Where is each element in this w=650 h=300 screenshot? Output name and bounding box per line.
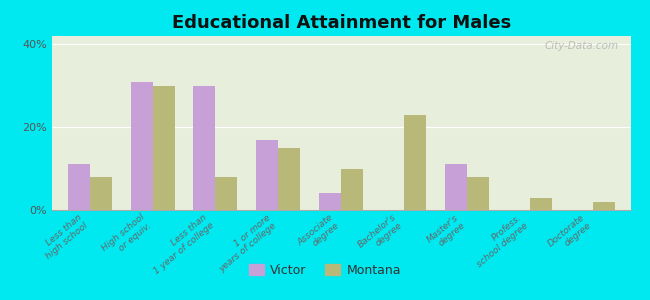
Bar [153,86,175,210]
Bar [319,194,341,210]
Bar [467,177,489,210]
Bar [593,202,615,210]
Bar [404,115,426,210]
Bar [278,148,300,210]
Bar [90,177,112,210]
Bar [256,140,278,210]
Bar [341,169,363,210]
Bar [68,164,90,210]
Text: City-Data.com: City-Data.com [545,41,619,51]
Bar [530,198,552,210]
Bar [216,177,237,210]
Legend: Victor, Montana: Victor, Montana [244,259,406,282]
Bar [445,164,467,210]
Title: Educational Attainment for Males: Educational Attainment for Males [172,14,511,32]
Bar [131,82,153,210]
Bar [194,86,216,210]
